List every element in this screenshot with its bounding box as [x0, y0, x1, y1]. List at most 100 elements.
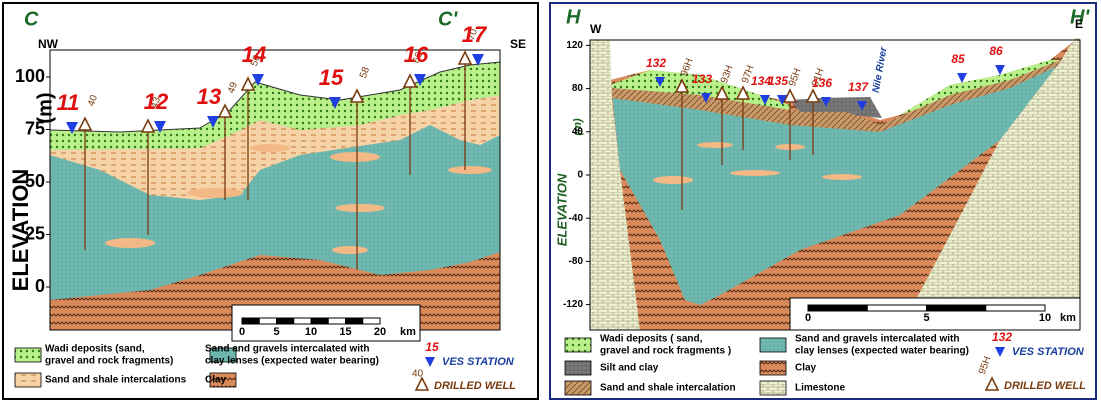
legend-label: Sand and shale intercalation [600, 383, 736, 394]
river-label: Nile River [871, 45, 890, 93]
y-tick-label: 120 [566, 40, 583, 51]
scale-segment [259, 318, 276, 324]
ves-label: 135 [768, 74, 788, 88]
legend-label: Limestone [795, 383, 845, 394]
legend-swatch [565, 338, 591, 352]
legend-swatch [15, 373, 41, 387]
ves-symbol [957, 73, 967, 83]
scale-label: 20 [374, 326, 386, 338]
ves-label: 13 [197, 84, 221, 109]
legend-label: clay lenses (expected water bearing) [795, 346, 969, 357]
scale-segment [328, 318, 345, 324]
well-symbol [404, 75, 416, 87]
well-label: 95H [787, 67, 804, 88]
well-symbol [807, 90, 819, 102]
scale-segment [294, 318, 311, 324]
legend-swatch [760, 361, 786, 375]
key-label: DRILLED WELL [1004, 380, 1086, 392]
legend-swatch [760, 338, 786, 352]
well-symbol [986, 378, 998, 390]
ves-symbol [425, 357, 435, 367]
well-symbol [416, 378, 428, 390]
key-number: 15 [425, 340, 439, 354]
key-number: 95H [977, 355, 994, 376]
well-label: 58 [358, 65, 372, 80]
ves-label: 17 [462, 22, 488, 47]
well-label: 40 [86, 93, 100, 108]
direction-label: E [1075, 17, 1083, 31]
scale-segment [311, 318, 328, 324]
y-tick-label: 25 [25, 223, 45, 243]
well-symbol [459, 52, 471, 64]
y-tick-label: -120 [563, 299, 583, 310]
scale-unit: km [400, 326, 416, 338]
section-label: C' [438, 8, 458, 30]
scale-segment [867, 305, 926, 311]
scale-segment [927, 305, 986, 311]
legend-label: clay lenses (expected water bearing) [205, 356, 379, 367]
legend-label: Wadi deposits ( sand, [600, 334, 703, 345]
well-symbol [79, 118, 91, 130]
legend-label: Silt and clay [600, 363, 659, 374]
figure: CC'NWSEELEVATION(m)100755025040434956586… [0, 0, 1101, 403]
key-label: DRILLED WELL [434, 380, 516, 392]
direction-label: W [590, 22, 602, 36]
right-section [590, 38, 1080, 330]
scale-label: 10 [305, 326, 317, 338]
scale-label: 0 [239, 326, 245, 338]
legend-label: Sand and shale intercalations [45, 375, 187, 386]
legend-label: Sand and gravels intercalated with [795, 334, 960, 345]
y-tick-label: -40 [569, 213, 584, 224]
scale-label: 10 [1039, 312, 1051, 324]
well-symbol [142, 120, 154, 132]
y-tick-label: 0 [577, 170, 583, 181]
legend-swatch [565, 361, 591, 375]
legend-label: Clay [205, 375, 227, 386]
scale-label: 5 [273, 326, 279, 338]
ves-label: 11 [57, 90, 80, 115]
well-label: 49 [226, 80, 240, 95]
scale-label: 5 [923, 312, 929, 324]
key-number: 40 [412, 369, 424, 380]
ves-label: 12 [144, 89, 169, 114]
legend-label: Wadi deposits (sand, [45, 344, 145, 355]
ves-label: 133 [692, 72, 712, 86]
y-tick-label: 50 [25, 171, 45, 191]
scale-segment [277, 318, 294, 324]
legend-label: gravel and rock fragments ) [600, 346, 731, 357]
y-tick-label: -80 [569, 256, 584, 267]
direction-label: SE [510, 37, 526, 51]
legend-swatch [760, 381, 786, 395]
section-label: C [24, 8, 39, 30]
key-label: VES STATION [442, 356, 515, 368]
section-label: H [566, 6, 581, 28]
well-symbol [242, 78, 254, 90]
left-section [50, 50, 500, 341]
y-tick-label: 75 [25, 118, 45, 138]
well-label: 93H [719, 64, 736, 85]
scale-segment [363, 318, 380, 324]
axis-title: ELEVATION [554, 173, 569, 246]
scale-label: 0 [805, 312, 811, 324]
key-number: 132 [992, 330, 1012, 344]
ves-label: 16 [404, 42, 429, 67]
scale-segment [808, 305, 867, 311]
scale-label: 15 [339, 326, 351, 338]
y-tick-label: 0 [35, 276, 45, 296]
y-tick-label: 40 [572, 126, 584, 137]
scale-segment [242, 318, 259, 324]
ves-label: 132 [646, 56, 666, 70]
scale-unit: km [1060, 312, 1076, 324]
ves-label: 136 [812, 76, 832, 90]
legend-swatch [565, 381, 591, 395]
ves-symbol [995, 347, 1005, 357]
direction-label: NW [38, 37, 59, 51]
ves-label: 85 [951, 52, 965, 66]
scale-segment [346, 318, 363, 324]
legend-label: Sand and gravels intercalated with [205, 344, 370, 355]
ves-label: 137 [848, 80, 869, 94]
ves-label: 14 [242, 42, 266, 67]
key-label: VES STATION [1012, 346, 1085, 358]
ves-label: 86 [989, 44, 1003, 58]
y-tick-label: 100 [15, 66, 45, 86]
